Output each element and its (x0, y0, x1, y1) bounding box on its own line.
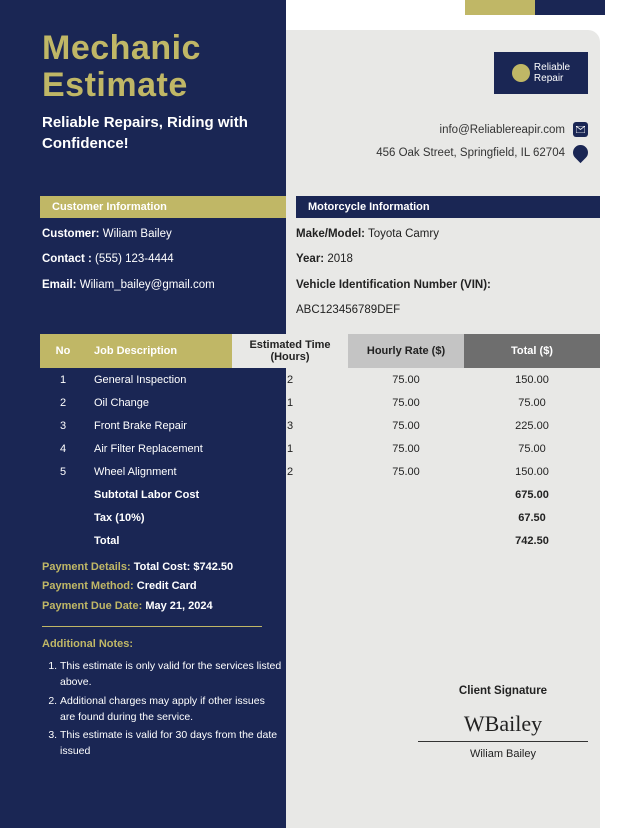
th-time: Estimated Time (Hours) (232, 334, 348, 368)
table-summary-row: Total 742.50 (40, 529, 600, 552)
cell-time: 2 (232, 466, 348, 478)
cell-time: 1 (232, 397, 348, 409)
cell-no: 3 (40, 420, 86, 432)
cell-desc: Wheel Alignment (86, 466, 232, 478)
year-label: Year: (296, 253, 324, 265)
vehicle-info: Make/Model: Toyota Camry Year: 2018 Vehi… (296, 222, 596, 323)
payment-details-value: Total Cost: $742.50 (134, 561, 233, 573)
divider (42, 626, 262, 627)
cell-total: 150.00 (464, 466, 600, 478)
payment-due-label: Payment Due Date: (42, 600, 142, 612)
company-logo: ReliableRepair (494, 52, 588, 94)
logo-text: ReliableRepair (534, 62, 570, 84)
accent-gold (465, 0, 535, 15)
table-summary-row: Tax (10%) 67.50 (40, 506, 600, 529)
document-title: Mechanic Estimate (42, 30, 272, 103)
customer-value: Wiliam Bailey (103, 228, 172, 240)
cell-desc: Oil Change (86, 397, 232, 409)
table-row: 4Air Filter Replacement175.0075.00 (40, 437, 600, 460)
table-row: 5Wheel Alignment275.00150.00 (40, 460, 600, 483)
table-header: No Job Description Estimated Time (Hours… (40, 334, 600, 368)
accent-navy (535, 0, 605, 15)
vin-label: Vehicle Identification Number (VIN): (296, 279, 491, 291)
cell-rate: 75.00 (348, 397, 464, 409)
cell-rate: 75.00 (348, 443, 464, 455)
cell-total: 75.00 (464, 397, 600, 409)
table-body: 1General Inspection275.00150.002Oil Chan… (40, 368, 600, 552)
cell-time: 3 (232, 420, 348, 432)
estimate-document: Mechanic Estimate Reliable Repairs, Ridi… (0, 0, 640, 828)
cell-no: 4 (40, 443, 86, 455)
location-icon (570, 142, 591, 163)
cell-total: 150.00 (464, 374, 600, 386)
cell-rate: 75.00 (348, 374, 464, 386)
email-value: Wiliam_bailey@gmail.com (80, 279, 215, 291)
cell-rate: 75.00 (348, 420, 464, 432)
email-icon (573, 122, 588, 137)
header-left: Mechanic Estimate Reliable Repairs, Ridi… (42, 30, 272, 154)
make-label: Make/Model: (296, 228, 365, 240)
customer-label: Customer: (42, 228, 100, 240)
summary-value: 675.00 (464, 489, 600, 501)
signature-line (418, 741, 588, 742)
summary-value: 742.50 (464, 535, 600, 547)
cell-no: 5 (40, 466, 86, 478)
table-row: 1General Inspection275.00150.00 (40, 368, 600, 391)
tagline: Reliable Repairs, Riding with Confidence… (42, 113, 272, 154)
year-value: 2018 (327, 253, 353, 265)
summary-label: Tax (10%) (86, 512, 232, 524)
title-line2: Estimate (42, 66, 188, 104)
payment-details-label: Payment Details: (42, 561, 131, 573)
cell-desc: Front Brake Repair (86, 420, 232, 432)
contact-label: Contact : (42, 253, 92, 265)
company-contact: info@Reliablereapir.com 456 Oak Street, … (376, 122, 588, 168)
th-total: Total ($) (464, 334, 600, 368)
summary-label: Subtotal Labor Cost (86, 489, 232, 501)
th-no: No (40, 334, 86, 368)
contact-value: (555) 123-4444 (95, 253, 174, 265)
table-row: 3Front Brake Repair375.00225.00 (40, 414, 600, 437)
notes-heading: Additional Notes: (42, 635, 282, 654)
customer-info: Customer: Wiliam Bailey Contact : (555) … (42, 222, 282, 298)
payment-method-value: Credit Card (137, 580, 197, 592)
cell-desc: Air Filter Replacement (86, 443, 232, 455)
payment-block: Payment Details: Total Cost: $742.50 Pay… (42, 558, 282, 762)
signature-title: Client Signature (418, 685, 588, 697)
vehicle-section-heading: Motorcycle Information (296, 196, 600, 218)
table-row: 2Oil Change175.0075.00 (40, 391, 600, 414)
signature-name: Wiliam Bailey (418, 748, 588, 760)
note-item: Additional charges may apply if other is… (60, 693, 282, 726)
payment-method-label: Payment Method: (42, 580, 134, 592)
gear-icon (512, 64, 530, 82)
make-value: Toyota Camry (368, 228, 439, 240)
summary-value: 67.50 (464, 512, 600, 524)
vin-value: ABC123456789DEF (296, 304, 400, 316)
cell-time: 1 (232, 443, 348, 455)
title-line1: Mechanic (42, 29, 201, 67)
summary-label: Total (86, 535, 232, 547)
cell-rate: 75.00 (348, 466, 464, 478)
email-label: Email: (42, 279, 77, 291)
cell-no: 1 (40, 374, 86, 386)
note-item: This estimate is only valid for the serv… (60, 658, 282, 691)
cell-desc: General Inspection (86, 374, 232, 386)
notes-list: This estimate is only valid for the serv… (42, 658, 282, 760)
cell-time: 2 (232, 374, 348, 386)
cell-total: 75.00 (464, 443, 600, 455)
signature-script: WBailey (418, 711, 588, 737)
note-item: This estimate is valid for 30 days from … (60, 727, 282, 760)
cell-total: 225.00 (464, 420, 600, 432)
payment-due-value: May 21, 2024 (145, 600, 212, 612)
cell-no: 2 (40, 397, 86, 409)
signature-block: Client Signature WBailey Wiliam Bailey (418, 685, 588, 760)
th-rate: Hourly Rate ($) (348, 334, 464, 368)
th-desc: Job Description (86, 334, 232, 368)
company-email: info@Reliablereapir.com (440, 124, 565, 136)
customer-section-heading: Customer Information (40, 196, 286, 218)
company-address: 456 Oak Street, Springfield, IL 62704 (376, 147, 565, 159)
table-summary-row: Subtotal Labor Cost 675.00 (40, 483, 600, 506)
